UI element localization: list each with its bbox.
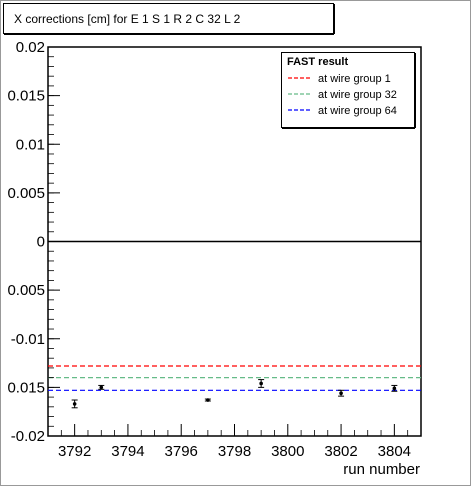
legend-title: FAST result	[287, 56, 348, 68]
legend-entry-label: at wire group 1	[318, 73, 391, 85]
y-tick-label: 0.015	[7, 88, 45, 105]
data-point	[98, 384, 105, 390]
point-marker	[339, 391, 343, 396]
y-tick-label: -0.02	[11, 428, 45, 445]
title-box-frame	[3, 3, 334, 34]
x-tick-label: 3800	[271, 443, 304, 460]
y-tick-label: 0.02	[16, 39, 45, 56]
y-tick-label: -0.01	[11, 331, 45, 348]
y-tick-label: 0.005	[7, 282, 45, 299]
data-point	[391, 384, 398, 392]
y-tick-label: 0.005	[7, 185, 45, 202]
data-point	[204, 398, 211, 402]
point-marker	[206, 398, 210, 402]
data-points	[71, 379, 398, 409]
x-tick-label: 3802	[324, 443, 357, 460]
reference-lines	[48, 365, 421, 391]
legend-entry-label: at wire group 32	[318, 89, 397, 101]
x-tick-label: 3796	[165, 443, 198, 460]
legend: FAST result at wire group 1at wire group…	[281, 52, 416, 129]
legend-frame	[281, 52, 415, 128]
x-tick-label: 3794	[111, 443, 144, 460]
chart-title: X corrections [cm] for E 1 S 1 R 2 C 32 …	[14, 12, 241, 26]
title-box: X corrections [cm] for E 1 S 1 R 2 C 32 …	[3, 3, 335, 35]
x-axis-label: run number	[343, 461, 420, 478]
point-marker	[99, 385, 104, 390]
y-tick-label: 0.015	[7, 379, 45, 396]
x-tick-label: 3792	[58, 443, 91, 460]
point-marker	[392, 386, 397, 391]
data-point	[258, 379, 265, 388]
y-axis: 0.02 0.015 0.01 0.005 0 0.005 -0.01 0.015 -0.02	[7, 39, 60, 445]
y-tick-label: 0.01	[16, 136, 45, 153]
x-axis: 3792 3794 3796 3798 3800 3802 3804	[47, 424, 422, 460]
legend-entries: at wire group 1 at wire group 32 at wire g…	[288, 73, 397, 117]
point-marker	[259, 381, 263, 386]
point-marker	[72, 402, 77, 406]
data-point	[71, 399, 78, 409]
y-tick-label: 0	[37, 234, 45, 251]
x-tick-label: 3798	[218, 443, 251, 460]
data-point	[338, 389, 345, 397]
x-tick-label: 3804	[378, 443, 411, 460]
legend-entry-label: at wire group 64	[318, 105, 397, 117]
